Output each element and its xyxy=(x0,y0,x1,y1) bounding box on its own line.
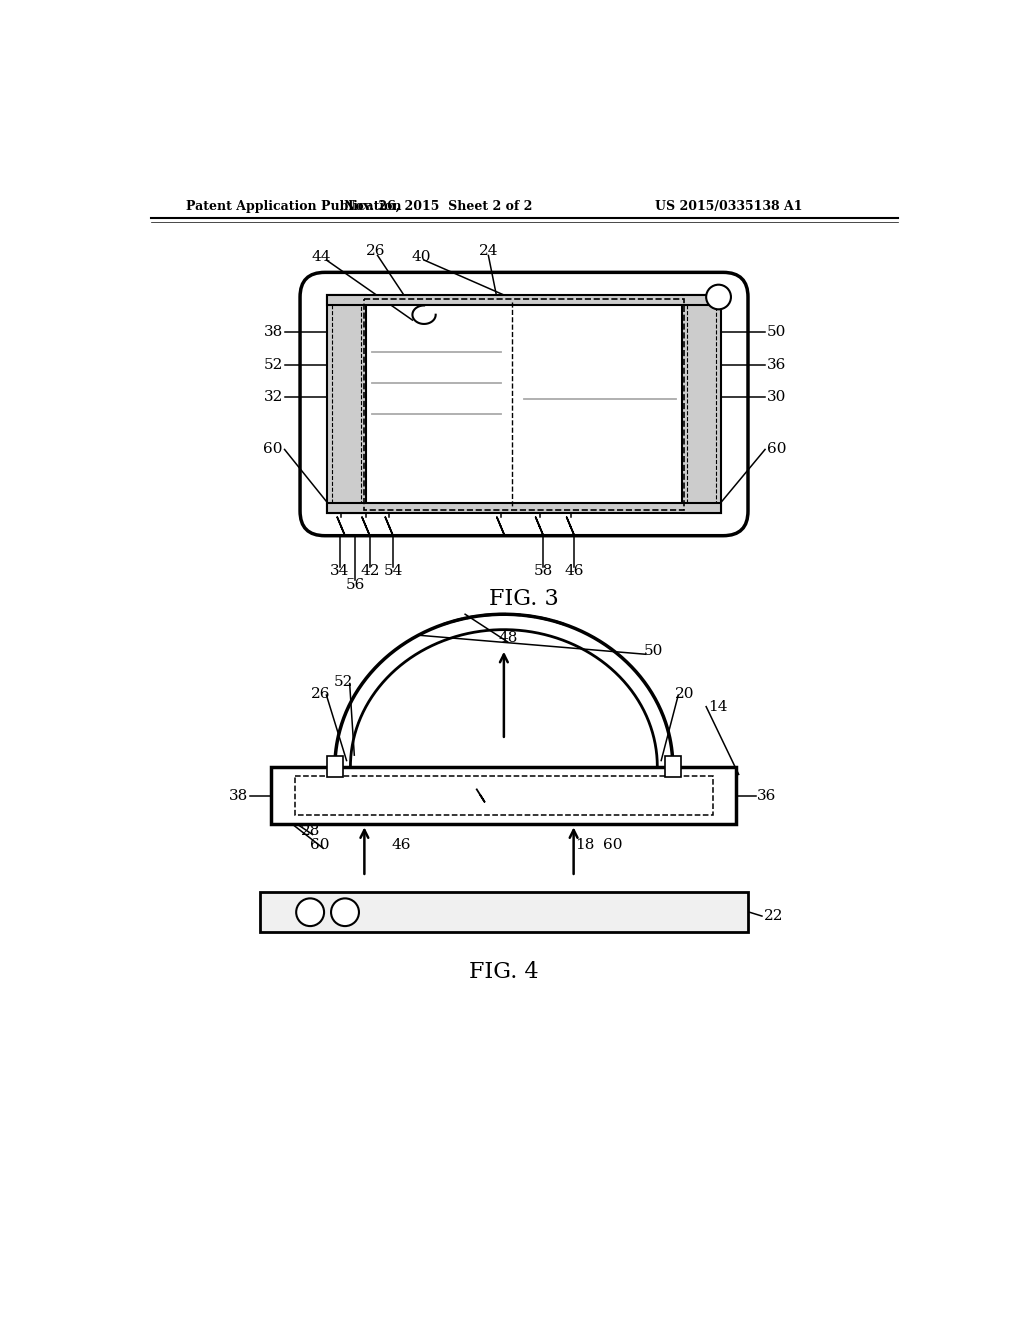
Text: FIG. 3: FIG. 3 xyxy=(489,587,559,610)
Text: 30: 30 xyxy=(767,391,786,404)
Bar xyxy=(328,296,721,305)
Text: 36: 36 xyxy=(767,358,786,372)
Bar xyxy=(328,296,366,512)
Text: 60: 60 xyxy=(263,442,283,457)
Text: 20: 20 xyxy=(675,686,694,701)
Bar xyxy=(665,756,681,777)
Text: 40: 40 xyxy=(412,249,431,264)
Bar xyxy=(365,298,684,510)
Text: 28: 28 xyxy=(301,825,321,838)
Bar xyxy=(687,300,716,508)
Text: 52: 52 xyxy=(263,358,283,372)
Text: 24: 24 xyxy=(479,244,499,257)
Text: Nov. 26, 2015  Sheet 2 of 2: Nov. 26, 2015 Sheet 2 of 2 xyxy=(344,199,532,213)
Bar xyxy=(260,892,748,932)
Text: 22: 22 xyxy=(764,909,783,923)
Text: 36: 36 xyxy=(758,789,776,803)
Text: 42: 42 xyxy=(360,564,380,578)
Text: US 2015/0335138 A1: US 2015/0335138 A1 xyxy=(655,199,803,213)
Text: 46: 46 xyxy=(564,564,584,578)
Text: 60: 60 xyxy=(767,442,786,457)
Bar xyxy=(332,300,361,508)
Text: Patent Application Publication: Patent Application Publication xyxy=(186,199,401,213)
Bar xyxy=(271,767,736,825)
Text: 50: 50 xyxy=(644,644,664,659)
Text: 14: 14 xyxy=(708,700,727,714)
Text: 60: 60 xyxy=(603,838,623,853)
Text: 34: 34 xyxy=(330,564,349,578)
Circle shape xyxy=(331,899,359,927)
Text: 46: 46 xyxy=(391,838,411,853)
Text: 54: 54 xyxy=(383,564,402,578)
Text: 38: 38 xyxy=(229,789,248,803)
Bar xyxy=(328,503,721,512)
Text: 32: 32 xyxy=(263,391,283,404)
Bar xyxy=(328,756,343,777)
Text: 18: 18 xyxy=(575,838,595,853)
Text: 50: 50 xyxy=(767,325,786,339)
Text: 26: 26 xyxy=(310,686,330,701)
Text: 60: 60 xyxy=(310,838,330,853)
Circle shape xyxy=(296,899,324,927)
Text: 48: 48 xyxy=(498,631,517,645)
Text: FIG. 4: FIG. 4 xyxy=(469,961,539,983)
Bar xyxy=(682,296,721,512)
Circle shape xyxy=(707,285,731,309)
FancyBboxPatch shape xyxy=(300,272,748,536)
Text: 26: 26 xyxy=(367,244,386,257)
Text: 58: 58 xyxy=(534,564,553,578)
Text: 44: 44 xyxy=(312,249,332,264)
Text: 38: 38 xyxy=(264,325,283,339)
Text: 52: 52 xyxy=(334,675,353,689)
Bar xyxy=(295,776,713,816)
Text: 56: 56 xyxy=(345,578,365,591)
